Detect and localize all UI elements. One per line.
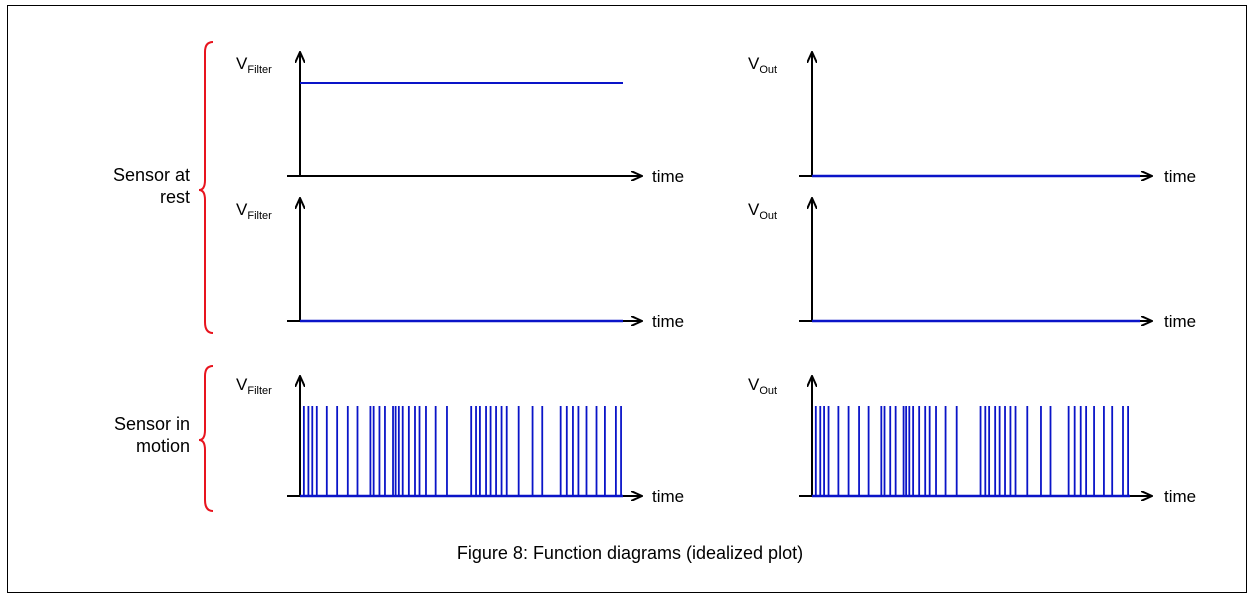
y-axis-label: VOut (748, 200, 777, 222)
x-axis-label: time (652, 487, 684, 506)
y-axis-label: VOut (748, 375, 777, 397)
signal-trace (812, 406, 1130, 498)
y-axis-label: VFilter (236, 375, 272, 397)
figure-caption: Figure 8: Function diagrams (idealized p… (457, 543, 803, 563)
plot-rest-1-filter: VFilter time (236, 53, 684, 186)
plot-rest-2-out: VOut time (748, 199, 1196, 331)
motion-group-label-line1: Sensor in (114, 414, 190, 434)
y-axis-label: VFilter (236, 54, 272, 76)
rest-group-label-line2: rest (160, 187, 190, 207)
rest-group-bracket (198, 41, 214, 334)
motion-group-bracket (198, 365, 214, 512)
plot-rest-1-out: VOut time (748, 53, 1196, 186)
plot-motion-out: VOut time (748, 375, 1196, 506)
signal-trace (300, 406, 623, 498)
motion-group-label-line2: motion (136, 436, 190, 456)
y-axis-label: VFilter (236, 200, 272, 222)
plot-motion-filter: VFilter time (236, 375, 684, 506)
rest-group-label-line1: Sensor at (113, 165, 190, 185)
x-axis-label: time (1164, 487, 1196, 506)
y-axis-label: VOut (748, 54, 777, 76)
x-axis-label: time (1164, 167, 1196, 186)
plot-rest-2-filter: VFilter time (236, 199, 684, 331)
x-axis-label: time (652, 167, 684, 186)
x-axis-label: time (1164, 312, 1196, 331)
x-axis-label: time (652, 312, 684, 331)
